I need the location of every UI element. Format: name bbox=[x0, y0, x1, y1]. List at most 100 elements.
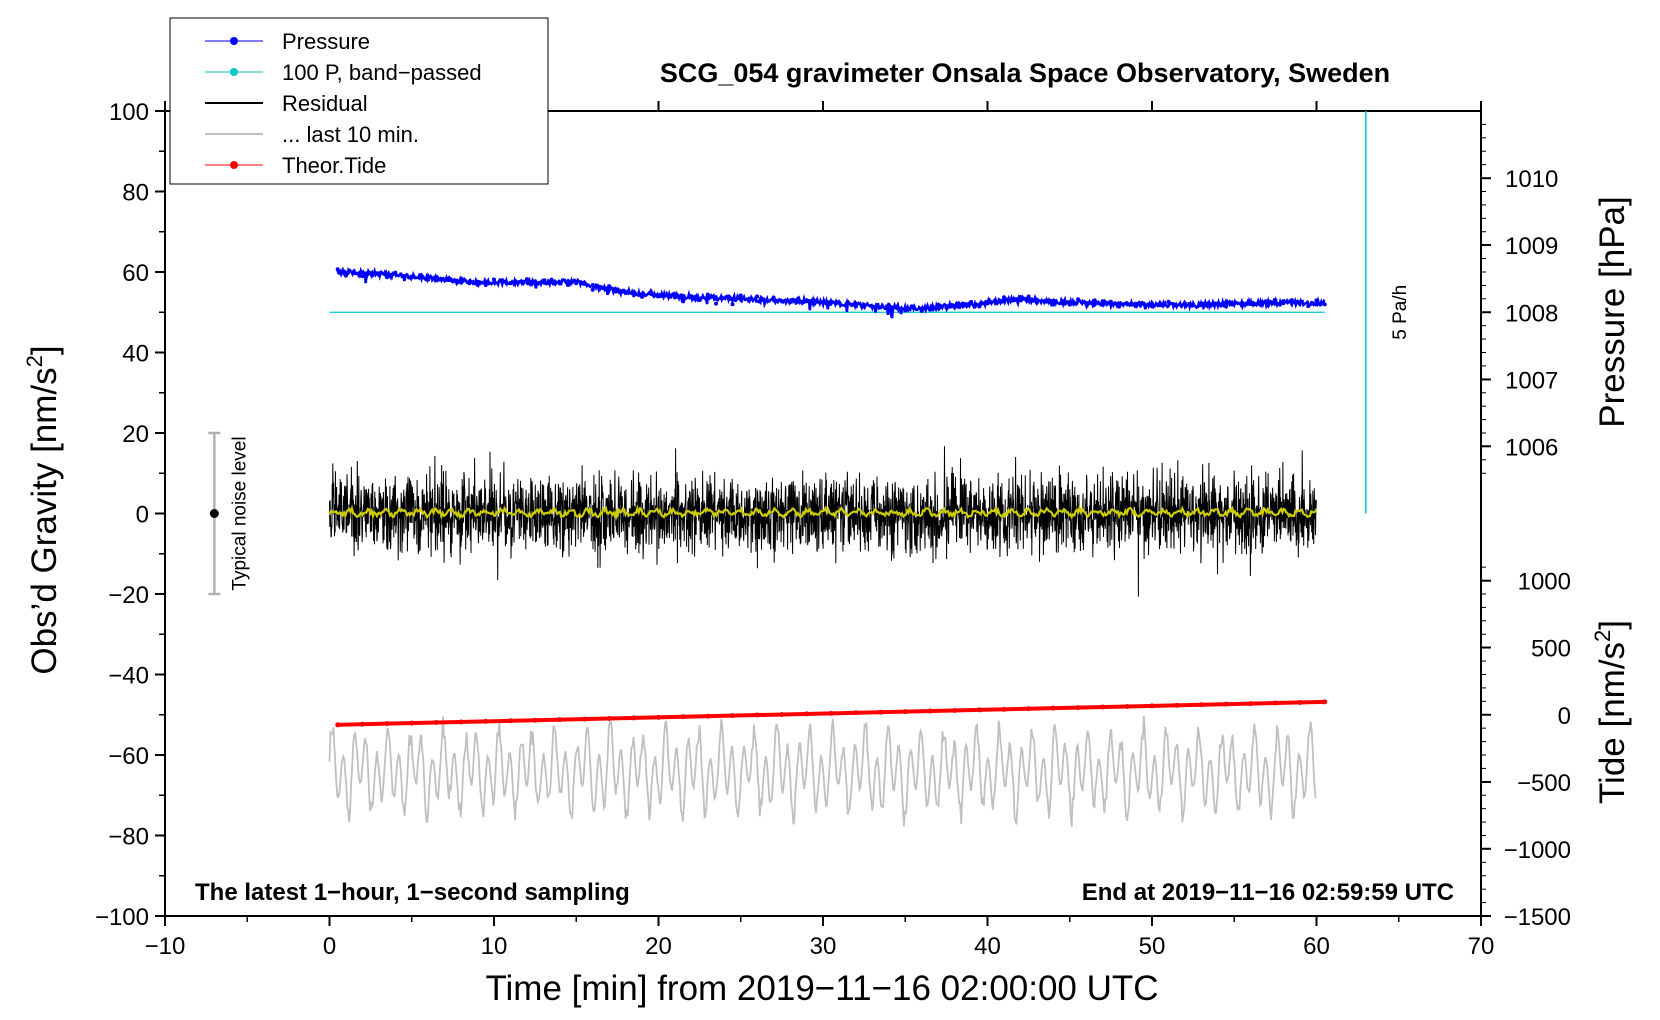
pressure-point bbox=[385, 275, 390, 280]
pressure-point bbox=[1075, 297, 1080, 302]
chart-title: SCG_054 gravimeter Onsala Space Observat… bbox=[660, 58, 1390, 88]
pressure-point bbox=[1281, 299, 1286, 304]
pressure-point bbox=[516, 280, 521, 285]
tide-point bbox=[606, 716, 612, 722]
pressure-point bbox=[1133, 304, 1138, 309]
pressure-point bbox=[1150, 302, 1154, 307]
pressure-point bbox=[500, 278, 505, 283]
series-smoothed-residual bbox=[328, 504, 1318, 521]
pressure-point bbox=[804, 299, 809, 304]
tide-point bbox=[1026, 706, 1032, 712]
tide-point bbox=[384, 721, 390, 727]
pressure-point bbox=[936, 302, 941, 307]
tide-point bbox=[656, 714, 661, 720]
pressure-point bbox=[796, 296, 801, 301]
pressure-point bbox=[475, 282, 480, 287]
pressure-point bbox=[352, 270, 357, 275]
rate-line-label: 5 Pa/h bbox=[1390, 285, 1411, 340]
tide-point bbox=[1297, 699, 1303, 705]
y-tick-label: −20 bbox=[108, 582, 149, 609]
pressure-point bbox=[598, 285, 603, 290]
noise-level-indicator: Typical noise level bbox=[208, 431, 250, 596]
annotation-end-time: End at 2019−11−16 02:59:59 UTC bbox=[1082, 879, 1454, 906]
tide-point bbox=[828, 710, 834, 716]
pressure-point bbox=[483, 283, 488, 288]
pressure-point bbox=[524, 277, 529, 282]
tide-point bbox=[532, 717, 538, 723]
tide-point bbox=[581, 716, 587, 722]
pressure-point bbox=[697, 298, 702, 303]
pressure-point bbox=[582, 282, 587, 287]
pressure-point bbox=[993, 300, 998, 305]
y-axis-title-left-end: ] bbox=[25, 345, 64, 355]
pressure-point bbox=[1010, 297, 1015, 302]
pressure-point bbox=[689, 294, 694, 299]
tide-point bbox=[1001, 706, 1007, 712]
pressure-point bbox=[1108, 299, 1113, 304]
pressure-point bbox=[1166, 299, 1171, 304]
x-tick-label: 20 bbox=[645, 933, 672, 960]
pressure-point bbox=[853, 304, 858, 309]
tide-point bbox=[433, 720, 439, 726]
tide-point bbox=[335, 722, 341, 728]
y-tick-label: −40 bbox=[108, 663, 149, 690]
pressure-point bbox=[442, 277, 447, 282]
pressure-point bbox=[566, 282, 571, 287]
tide-point bbox=[902, 709, 908, 715]
x-tick-label: −10 bbox=[145, 933, 186, 960]
tide-point bbox=[1322, 699, 1328, 705]
pressure-point bbox=[631, 291, 636, 296]
pressure-point bbox=[755, 294, 760, 299]
tide-point bbox=[730, 713, 736, 719]
legend-item: Theor.Tide bbox=[205, 153, 386, 178]
pressure-point bbox=[467, 281, 472, 286]
pressure-tick-label: 1010 bbox=[1505, 166, 1558, 193]
pressure-point bbox=[1141, 301, 1146, 306]
tide-point bbox=[1174, 702, 1180, 708]
pressure-point bbox=[1207, 301, 1212, 306]
pressure-point bbox=[409, 275, 414, 280]
tide-point bbox=[680, 714, 686, 720]
pressure-point bbox=[927, 307, 932, 312]
pressure-tick-label: 1007 bbox=[1505, 367, 1558, 394]
y-tick-label: 60 bbox=[122, 260, 149, 287]
pressure-point bbox=[1084, 301, 1089, 306]
pressure-point bbox=[640, 294, 645, 299]
pressure-point bbox=[1199, 302, 1204, 307]
y-tick-label: 40 bbox=[122, 341, 149, 368]
pressure-point bbox=[862, 304, 867, 309]
y-tick-label: 80 bbox=[122, 180, 149, 207]
pressure-point bbox=[1100, 299, 1105, 304]
pressure-point bbox=[672, 295, 677, 300]
pressure-point bbox=[607, 284, 612, 289]
pressure-point bbox=[1034, 300, 1039, 305]
pressure-point bbox=[1289, 298, 1294, 303]
pressure-point bbox=[508, 281, 513, 286]
pressure-point bbox=[977, 304, 982, 309]
tide-point bbox=[1272, 700, 1278, 706]
pressure-rate-indicator: 5 Pa/h bbox=[1365, 111, 1411, 514]
pressure-point bbox=[821, 300, 825, 305]
pressure-tick-label: 1009 bbox=[1505, 233, 1558, 260]
series-theor-tide bbox=[335, 699, 1328, 728]
pressure-point bbox=[779, 299, 784, 304]
tide-point bbox=[1075, 705, 1081, 711]
pressure-point bbox=[1125, 302, 1130, 307]
legend-item: 100 P, band−passed bbox=[205, 60, 482, 85]
legend-label: Theor.Tide bbox=[282, 153, 386, 178]
tide-point bbox=[507, 718, 513, 724]
legend-marker bbox=[230, 37, 238, 45]
series-last-10-min bbox=[328, 715, 1317, 828]
pressure-point bbox=[722, 296, 727, 301]
pressure-point bbox=[1051, 302, 1056, 307]
pressure-point bbox=[533, 279, 538, 284]
pressure-point bbox=[1018, 294, 1023, 299]
legend: Pressure 100 P, band−passed Residual ... la… bbox=[169, 17, 549, 185]
y-axis-title-tide-end: ] bbox=[1593, 620, 1632, 630]
legend-marker bbox=[230, 161, 238, 169]
pressure-point bbox=[730, 302, 735, 307]
pressure-point bbox=[1232, 301, 1237, 306]
x-tick-label: 40 bbox=[974, 933, 1001, 960]
tide-point bbox=[976, 707, 982, 713]
